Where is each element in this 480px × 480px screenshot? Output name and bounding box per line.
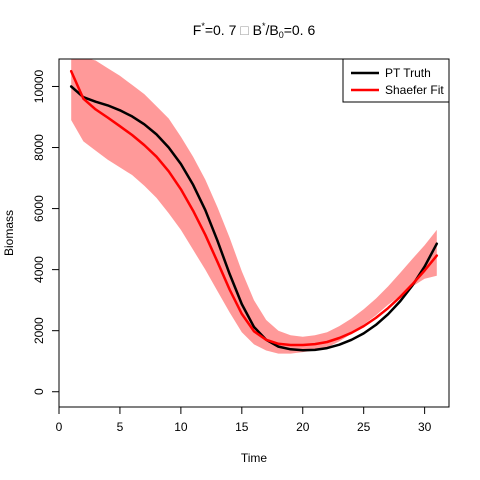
legend-label-shaefer-fit: Shaefer Fit bbox=[385, 83, 444, 97]
x-tick-label: 20 bbox=[296, 420, 310, 434]
title-sup1: * bbox=[201, 21, 205, 31]
x-tick-label: 5 bbox=[117, 420, 124, 434]
legend-box bbox=[342, 58, 450, 103]
y-tick-label: 4000 bbox=[32, 256, 46, 283]
x-tick-label: 10 bbox=[174, 420, 188, 434]
title-sup2: * bbox=[262, 21, 266, 31]
y-tick-label: 6000 bbox=[32, 195, 46, 222]
chart-title: F*=0. 7 □ B*/B0=0. 6 bbox=[193, 21, 316, 40]
y-tick-label: 0 bbox=[32, 388, 46, 395]
y-tick-label: 2000 bbox=[32, 317, 46, 344]
series-line-pt-truth bbox=[69, 85, 439, 352]
x-tick-label: 30 bbox=[418, 420, 432, 434]
y-tick-label: 8000 bbox=[32, 134, 46, 161]
confidence-band bbox=[71, 59, 437, 354]
x-axis: 0 5 10 15 20 25 30 bbox=[56, 406, 432, 434]
title-part3: B bbox=[249, 22, 262, 38]
title-part2: =0. 7 bbox=[205, 22, 240, 38]
y-axis: 0 2000 4000 6000 8000 10000 bbox=[32, 69, 60, 395]
y-tick-label: 10000 bbox=[32, 69, 46, 103]
title-separator: □ bbox=[240, 22, 249, 38]
title-sub1: 0 bbox=[279, 30, 284, 40]
title-part4: /B bbox=[265, 22, 278, 38]
y-axis-title: Biomass bbox=[2, 210, 16, 256]
x-tick-label: 25 bbox=[357, 420, 371, 434]
legend-label-pt-truth: PT Truth bbox=[385, 66, 431, 80]
plot-area bbox=[69, 59, 439, 354]
legend: PT Truth Shaefer Fit bbox=[342, 58, 450, 103]
series-line-shaefer-fit bbox=[69, 69, 439, 347]
x-tick-label: 0 bbox=[56, 420, 63, 434]
x-axis-title: Time bbox=[241, 451, 268, 465]
x-tick-label: 15 bbox=[235, 420, 249, 434]
title-part5: =0. 6 bbox=[284, 22, 316, 38]
title-part1: F bbox=[193, 22, 202, 38]
